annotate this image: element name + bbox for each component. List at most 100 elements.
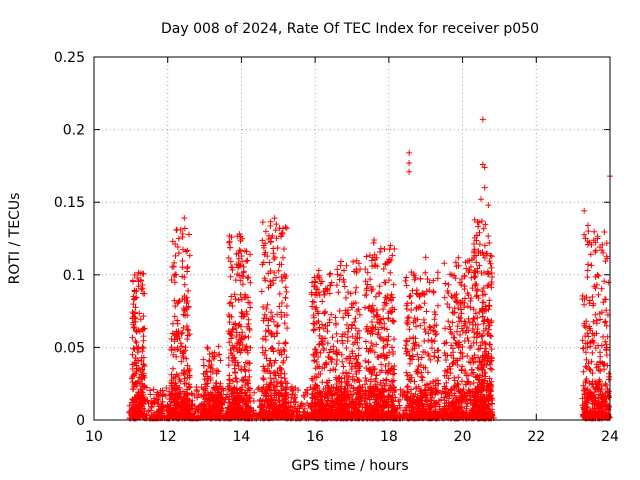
data-point [192,408,199,415]
data-point [427,356,434,363]
data-point [135,269,142,276]
data-point [184,297,191,304]
data-point [233,375,240,382]
data-point [128,401,135,408]
data-point [186,397,193,404]
data-point [420,316,427,323]
data-point [467,297,474,304]
data-point [334,338,341,345]
data-point [134,392,141,399]
data-point [363,253,370,260]
data-point [229,267,236,274]
data-point [377,249,384,256]
data-point [362,374,369,381]
data-point [171,336,178,343]
data-point [451,377,458,384]
data-point [185,287,192,294]
data-point [168,371,175,378]
data-point [283,225,290,232]
data-point [362,357,369,364]
x-tick-label: 24 [601,429,619,445]
data-point [294,403,301,410]
data-point [404,383,411,390]
data-point [298,400,305,407]
data-point [275,347,282,354]
data-point [417,322,424,329]
data-point [343,294,350,301]
data-point [175,235,182,242]
data-point [430,289,437,296]
data-point [147,387,154,394]
data-point [464,389,471,396]
data-point [130,319,137,326]
data-point [130,404,137,411]
data-point [283,303,290,310]
data-point [458,310,465,317]
data-point [180,311,187,318]
data-point [309,298,316,305]
data-point [414,394,421,401]
data-point [168,276,175,283]
data-point [247,251,254,258]
y-tick-label: 0.05 [54,340,85,356]
data-point [149,399,156,406]
data-point [389,401,396,408]
data-point [267,222,274,229]
data-point [250,407,257,414]
data-point [131,315,138,322]
data-point [313,304,320,311]
data-point [259,219,266,226]
data-point [174,335,181,342]
data-point [141,290,148,297]
data-point [475,223,482,230]
data-point [129,379,136,386]
data-point [235,297,242,304]
data-point [275,340,282,347]
data-point [470,379,477,386]
data-point [388,309,395,316]
data-point [403,305,410,312]
data-point [413,323,420,330]
data-point [147,415,154,422]
data-point [320,347,327,354]
data-point [227,273,234,280]
data-point [133,294,140,301]
data-point [240,313,247,320]
data-point [191,403,198,410]
grid-lines [94,57,610,420]
data-point [422,269,429,276]
data-point [185,327,192,334]
data-point [451,390,458,397]
data-point [172,303,179,310]
data-point [178,330,185,337]
data-point [129,334,136,341]
data-point [183,248,190,255]
data-point [175,250,182,257]
data-point [276,290,283,297]
data-point [282,284,289,291]
data-point [259,237,266,244]
data-point [184,247,191,254]
data-point [262,327,269,334]
data-point [373,372,380,379]
data-point [404,321,411,328]
data-point [352,289,359,296]
data-point [457,331,464,338]
data-point [247,279,254,286]
data-point [281,340,288,347]
x-tick-label: 14 [233,429,251,445]
data-point [215,343,222,350]
data-point [430,288,437,295]
data-point [338,258,345,265]
data-point [141,395,148,402]
data-point [337,262,344,269]
data-point [269,344,276,351]
data-point [129,396,136,403]
data-point [395,398,402,405]
data-point [321,291,328,298]
data-point [417,275,424,282]
chart-title: Day 008 of 2024, Rate Of TEC Index for r… [161,21,539,37]
data-point [185,383,192,390]
data-point [479,288,486,295]
